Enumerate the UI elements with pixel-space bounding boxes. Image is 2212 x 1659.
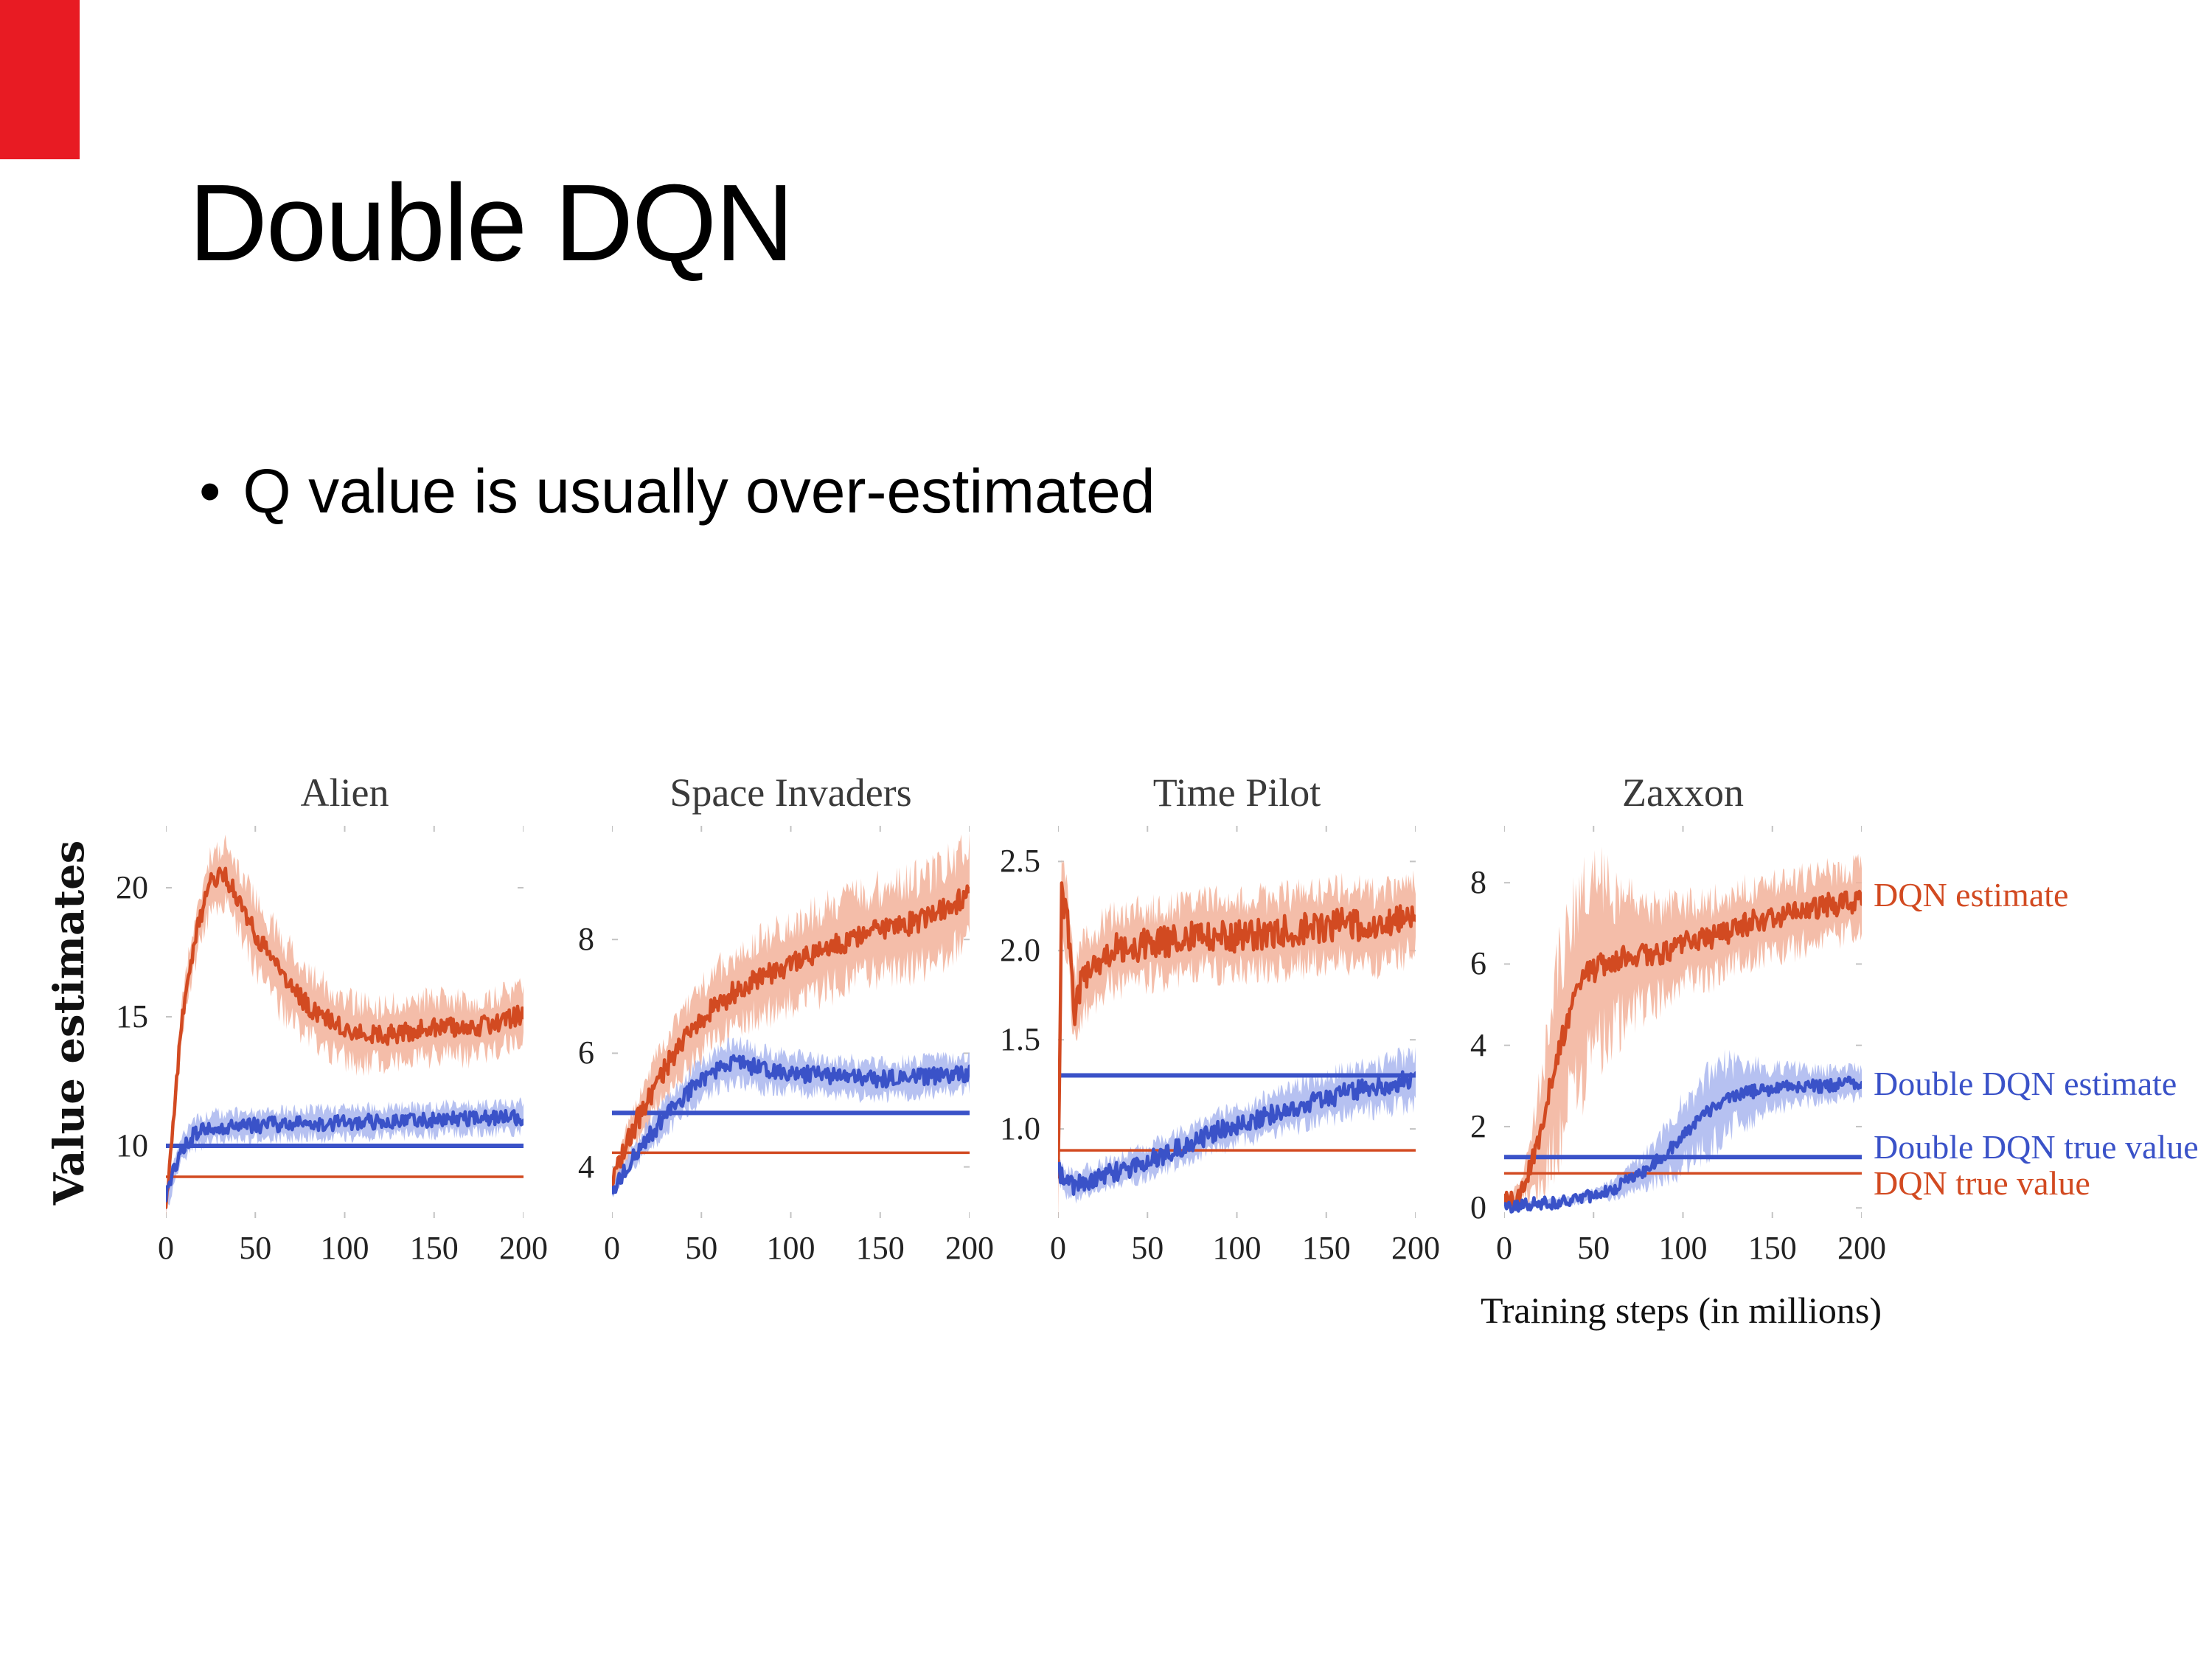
y-tick-label: 2.0 [1000,932,1040,969]
x-tick-label: 200 [945,1230,994,1266]
y-tick-label: 6 [1470,945,1486,982]
y-tick-label: 4 [1470,1026,1486,1063]
x-tick-label: 50 [1577,1230,1610,1266]
plot-alien [166,826,524,1218]
x-tick-label: 0 [604,1230,620,1266]
legend-dqn-true-value: DQN true value [1874,1164,2090,1203]
y-tick-label: 1.0 [1000,1110,1040,1147]
x-tick-label: 50 [1131,1230,1164,1266]
plot-zaxxon [1504,826,1862,1218]
y-tick-label: 2.5 [1000,843,1040,880]
legend-dqn-estimate: DQN estimate [1874,875,2069,914]
y-tick-label: 20 [116,869,148,905]
chart-title-alien: Alien [300,771,389,815]
x-tick-label: 0 [1496,1230,1512,1266]
x-tick-label: 50 [239,1230,272,1266]
bullet-text: Q value is usually over-estimated [243,456,1155,526]
slide-title: Double DQN [189,162,794,284]
y-tick-label: 1.5 [1000,1021,1040,1058]
y-tick-label: 8 [1470,864,1486,901]
x-tick-label: 100 [1212,1230,1262,1266]
x-tick-label: 150 [1301,1230,1351,1266]
x-tick-label: 0 [158,1230,174,1266]
x-axis-label: Training steps (in millions) [1480,1290,1882,1331]
chart-title-zaxxon: Zaxxon [1622,771,1744,815]
y-tick-label: 4 [578,1148,594,1185]
x-tick-label: 200 [1391,1230,1440,1266]
y-tick-label: 10 [116,1127,148,1164]
y-tick-label: 8 [578,921,594,958]
y-tick-label: 2 [1470,1107,1486,1144]
y-tick-label: 0 [1470,1189,1486,1226]
plot-time-pilot [1058,826,1416,1218]
legend-double-dqn-true-value: Double DQN true value [1874,1127,2199,1166]
x-tick-label: 200 [499,1230,548,1266]
x-tick-label: 150 [855,1230,905,1266]
x-tick-label: 100 [1658,1230,1708,1266]
x-tick-label: 0 [1050,1230,1066,1266]
chart-title-space-invaders: Space Invaders [669,771,912,815]
plot-space-invaders [612,826,970,1218]
x-tick-label: 200 [1837,1230,1886,1266]
x-tick-label: 150 [1747,1230,1797,1266]
bullet-item: • Q value is usually over-estimated [199,456,1155,527]
bullet-glyph: • [199,456,221,526]
y-tick-label: 15 [116,998,148,1034]
chart-title-time-pilot: Time Pilot [1152,771,1321,815]
y-tick-label: 6 [578,1034,594,1071]
x-tick-label: 50 [685,1230,718,1266]
x-tick-label: 100 [766,1230,815,1266]
slide-accent-corner [0,0,80,159]
x-tick-label: 150 [409,1230,459,1266]
x-tick-label: 100 [320,1230,369,1266]
legend-double-dqn-estimate: Double DQN estimate [1874,1065,2177,1103]
